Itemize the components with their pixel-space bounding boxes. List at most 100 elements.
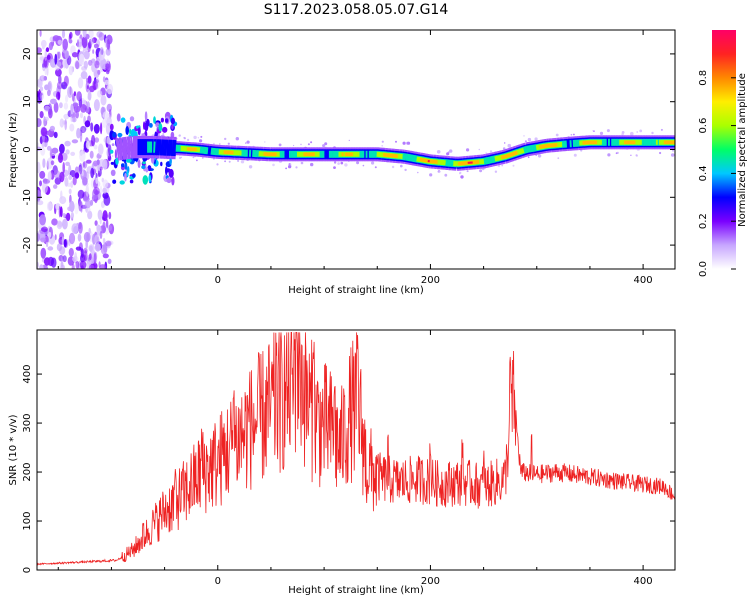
heatmap-cell [98, 159, 106, 169]
colorbar-tick-label: 0.2 [698, 213, 709, 229]
heatmap-cell [110, 169, 116, 176]
heatmap-cell [59, 246, 66, 255]
spectrogram-x-ticks: 0 200 400 [57, 30, 653, 286]
heatmap-cell [94, 220, 98, 226]
heatmap-cell [95, 177, 99, 184]
heatmap-cell [169, 157, 172, 165]
heatmap-cell [340, 161, 344, 165]
heatmap-cell [148, 174, 152, 183]
heatmap-cell [333, 161, 337, 164]
heatmap-cell [131, 173, 136, 178]
heatmap-cell [84, 120, 91, 128]
heatmap-cell [59, 196, 67, 205]
heatmap-cell [88, 244, 95, 252]
heatmap-cell [391, 165, 395, 169]
heatmap-cell [82, 161, 88, 169]
heatmap-cell [630, 154, 632, 156]
heatmap-cell [99, 216, 102, 225]
heatmap-cell [137, 159, 141, 169]
heatmap-cell [107, 258, 112, 264]
colorbar-ticks: 0.0 0.2 0.4 0.6 0.8 [698, 70, 736, 277]
heatmap-cell [102, 221, 106, 234]
heatmap-cell [555, 133, 559, 137]
heatmap-cell [502, 147, 506, 150]
heatmap-cell [70, 151, 76, 156]
heatmap-cell [63, 75, 69, 87]
heatmap-cell [83, 254, 87, 262]
heatmap-cell [166, 177, 172, 184]
heatmap-cell [362, 164, 365, 167]
heatmap-cell [53, 101, 59, 113]
heatmap-cell [272, 163, 275, 167]
heatmap-cell [187, 138, 190, 141]
heatmap-cell [72, 176, 77, 186]
x-tick-label: 0 [215, 275, 221, 286]
y-tick-label: -20 [22, 237, 33, 253]
heatmap-cell [248, 165, 253, 169]
ridge-segment [518, 149, 522, 155]
heatmap-cell [64, 50, 70, 60]
heatmap-cell [121, 163, 125, 168]
y-tick-label: 400 [22, 365, 33, 384]
heatmap-cell [62, 38, 68, 51]
heatmap-cell [85, 81, 90, 93]
heatmap-cell [47, 89, 51, 97]
heatmap-cell [59, 102, 63, 109]
heatmap-cell [466, 170, 469, 173]
heatmap-cell [126, 170, 129, 177]
heatmap-cell [48, 42, 54, 51]
heatmap-cell [50, 160, 55, 166]
heatmap-cell [106, 83, 114, 95]
heatmap-cell [116, 113, 121, 122]
heatmap-cell [406, 141, 411, 145]
heatmap-cell [489, 150, 493, 153]
heatmap-cell [78, 222, 83, 234]
heatmap-cell [112, 131, 117, 138]
heatmap-cell [77, 189, 85, 199]
heatmap-cell [639, 129, 643, 133]
heatmap-cell [100, 185, 102, 196]
heatmap-cell [507, 143, 512, 148]
heatmap-cell [70, 212, 74, 219]
heatmap-cell [107, 224, 113, 231]
heatmap-cell [105, 63, 110, 70]
heatmap-cell [105, 240, 112, 247]
heatmap-cell [39, 111, 44, 119]
ridge-segment [503, 154, 507, 159]
heatmap-cell [82, 127, 85, 133]
heatmap-cell [57, 153, 64, 163]
heatmap-cell [41, 226, 48, 233]
heatmap-cell [39, 180, 42, 187]
heatmap-cell [374, 166, 377, 169]
heatmap-cell [570, 133, 573, 136]
heatmap-cell [53, 184, 58, 189]
heatmap-cell [92, 49, 95, 54]
heatmap-cell [80, 71, 88, 80]
heatmap-cell [81, 36, 88, 49]
heatmap-cell [137, 127, 141, 136]
heatmap-cell [63, 102, 69, 110]
heatmap-cell [168, 168, 174, 178]
heatmap-cell [155, 122, 160, 126]
heatmap-cell [47, 82, 52, 90]
colorbar-tick-label: 0.4 [698, 165, 709, 181]
ridge-segment [513, 151, 517, 156]
heatmap-cell [52, 35, 60, 41]
heatmap-cell [523, 135, 525, 137]
heatmap-cell [78, 163, 83, 175]
heatmap-cell [48, 231, 52, 238]
heatmap-cell [86, 159, 92, 164]
heatmap-cell [224, 160, 227, 163]
heatmap-cell [80, 254, 85, 263]
heatmap-cell [459, 171, 462, 174]
heatmap-cell [44, 116, 49, 122]
heatmap-cell [56, 220, 63, 230]
heatmap-cell [218, 143, 221, 145]
heatmap-cell [64, 176, 69, 187]
colorbar-gradient [712, 30, 736, 269]
heatmap-cell [444, 173, 448, 177]
heatmap-cell [429, 173, 433, 177]
heatmap-cell [635, 154, 637, 156]
heatmap-cell [115, 157, 119, 165]
heatmap-cell [59, 143, 65, 154]
